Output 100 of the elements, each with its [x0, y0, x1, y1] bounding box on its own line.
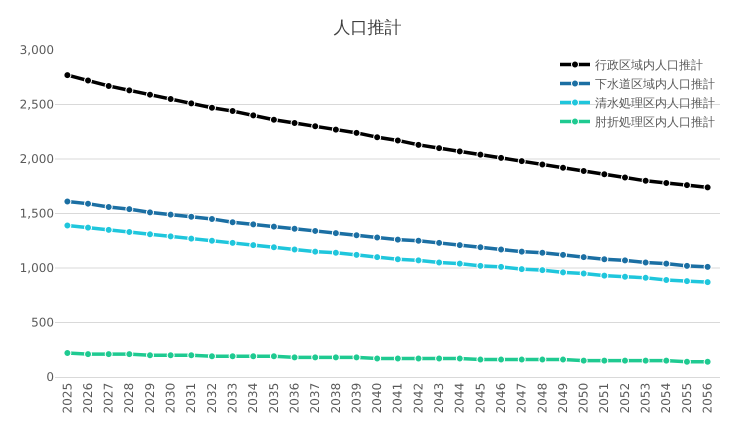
point: [270, 116, 278, 124]
x-tick-label: 2051: [597, 382, 612, 414]
point: [270, 222, 278, 231]
x-tick-label: 2030: [164, 382, 178, 414]
point: [538, 248, 546, 257]
point: [373, 253, 382, 262]
point: [187, 212, 196, 221]
point: [497, 154, 506, 162]
x-tick-label: 2031: [184, 382, 198, 414]
point: [580, 253, 588, 262]
point: [208, 352, 216, 360]
point: [104, 350, 113, 358]
point: [456, 260, 464, 268]
point: [146, 351, 154, 360]
point: [559, 164, 568, 172]
point: [704, 262, 712, 271]
x-tick-label: 2050: [576, 382, 591, 414]
point: [125, 205, 134, 214]
x-tick-label: 2047: [514, 382, 529, 414]
x-tick-label: 2035: [266, 382, 281, 414]
point: [373, 133, 382, 142]
x-tick-label: 2049: [556, 382, 570, 414]
point: [476, 243, 484, 252]
point: [642, 274, 650, 282]
point: [249, 111, 258, 120]
x-tick-label: 2041: [390, 382, 405, 414]
y-tick-label: 2,500: [20, 98, 54, 112]
point: [580, 356, 588, 365]
point: [146, 230, 154, 238]
point: [146, 208, 154, 216]
point: [84, 350, 92, 358]
x-tick-label: 2036: [287, 382, 302, 414]
legend-label: 清水処理区内人口推計: [595, 96, 715, 110]
point: [518, 248, 526, 256]
point: [187, 99, 196, 108]
legend-label: 下水道区域内人口推計: [595, 77, 715, 92]
chart-title: 人口推計: [334, 18, 402, 38]
point: [662, 356, 670, 365]
point: [352, 231, 361, 240]
point: [249, 220, 258, 228]
point: [497, 262, 506, 271]
point: [704, 183, 712, 192]
point: [166, 351, 175, 360]
point: [352, 353, 361, 362]
point: [642, 356, 650, 365]
y-tick-label: 1,000: [20, 261, 54, 276]
x-tick-label: 2034: [246, 382, 260, 414]
point: [249, 241, 258, 250]
point: [414, 236, 422, 245]
point: [621, 256, 629, 264]
point: [642, 176, 650, 185]
y-tick-label: 0: [46, 370, 54, 384]
point: [682, 277, 691, 286]
x-tick-label: 2025: [60, 382, 74, 414]
point: [311, 353, 320, 362]
point: [414, 256, 422, 264]
y-tick-label: 2,000: [20, 152, 54, 166]
x-tick-label: 2046: [494, 382, 508, 414]
x-tick-label: 2053: [638, 382, 653, 414]
point: [682, 358, 691, 366]
point: [290, 224, 299, 233]
x-tick-label: 2032: [204, 382, 219, 414]
point: [600, 356, 608, 365]
point: [166, 232, 175, 240]
point: [394, 236, 402, 244]
x-tick-label: 2029: [142, 382, 157, 414]
point: [270, 352, 278, 360]
point: [682, 181, 691, 190]
point: [682, 262, 691, 270]
point: [538, 266, 546, 274]
point: [518, 265, 526, 274]
x-tick-label: 2033: [226, 382, 240, 414]
point: [311, 248, 320, 256]
point: [704, 358, 712, 366]
x-tick-label: 2044: [452, 382, 467, 414]
y-tick-label: 1,500: [20, 206, 54, 221]
point: [228, 238, 237, 247]
x-tick-label: 2043: [432, 382, 446, 414]
point: [228, 218, 237, 226]
point: [208, 104, 216, 112]
point: [332, 229, 340, 238]
x-tick-label: 2038: [328, 382, 343, 414]
point: [435, 144, 444, 152]
x-tick-label: 2055: [680, 382, 694, 414]
point: [84, 224, 92, 232]
x-tick-label: 2026: [80, 382, 95, 414]
point: [332, 248, 340, 257]
point: [270, 243, 278, 252]
point: [290, 353, 299, 362]
x-tick-label: 2054: [659, 382, 674, 414]
y-tick-label: 3,000: [20, 43, 54, 58]
x-tick-label: 2048: [535, 382, 550, 414]
x-tick-label: 2052: [618, 382, 632, 414]
x-tick-label: 2045: [473, 382, 488, 414]
x-tick-label: 2040: [370, 382, 384, 414]
legend-label: 肘折処理区内人口推計: [595, 115, 715, 130]
y-tick-label: 500: [31, 316, 54, 330]
point: [352, 250, 361, 259]
point: [63, 71, 72, 80]
point: [600, 272, 608, 280]
